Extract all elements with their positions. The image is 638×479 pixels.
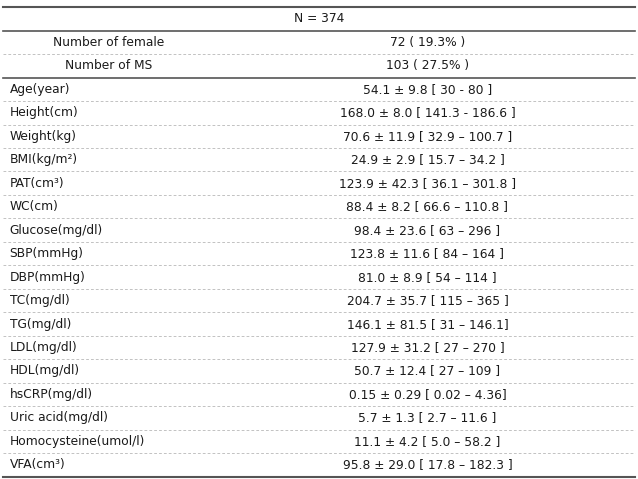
Text: 204.7 ± 35.7 [ 115 – 365 ]: 204.7 ± 35.7 [ 115 – 365 ] — [346, 294, 508, 307]
Text: 11.1 ± 4.2 [ 5.0 – 58.2 ]: 11.1 ± 4.2 [ 5.0 – 58.2 ] — [354, 435, 501, 448]
Text: VFA(cm³): VFA(cm³) — [10, 458, 65, 471]
Text: WC(cm): WC(cm) — [10, 200, 59, 213]
Text: 103 ( 27.5% ): 103 ( 27.5% ) — [386, 59, 469, 72]
Text: 24.9 ± 2.9 [ 15.7 – 34.2 ]: 24.9 ± 2.9 [ 15.7 – 34.2 ] — [350, 153, 505, 166]
Text: 5.7 ± 1.3 [ 2.7 – 11.6 ]: 5.7 ± 1.3 [ 2.7 – 11.6 ] — [359, 411, 496, 424]
Text: Uric acid(mg/dl): Uric acid(mg/dl) — [10, 411, 108, 424]
Text: SBP(mmHg): SBP(mmHg) — [10, 247, 84, 260]
Text: 146.1 ± 81.5 [ 31 – 146.1]: 146.1 ± 81.5 [ 31 – 146.1] — [346, 318, 508, 331]
Text: 98.4 ± 23.6 [ 63 – 296 ]: 98.4 ± 23.6 [ 63 – 296 ] — [354, 224, 501, 237]
Text: hsCRP(mg/dl): hsCRP(mg/dl) — [10, 388, 93, 401]
Text: Homocysteine(umol/l): Homocysteine(umol/l) — [10, 435, 145, 448]
Text: DBP(mmHg): DBP(mmHg) — [10, 271, 85, 284]
Text: 88.4 ± 8.2 [ 66.6 – 110.8 ]: 88.4 ± 8.2 [ 66.6 – 110.8 ] — [346, 200, 508, 213]
Text: 95.8 ± 29.0 [ 17.8 – 182.3 ]: 95.8 ± 29.0 [ 17.8 – 182.3 ] — [343, 458, 512, 471]
Text: TC(mg/dl): TC(mg/dl) — [10, 294, 70, 307]
Text: Number of MS: Number of MS — [65, 59, 152, 72]
Text: 127.9 ± 31.2 [ 27 – 270 ]: 127.9 ± 31.2 [ 27 – 270 ] — [351, 341, 504, 354]
Text: Age(year): Age(year) — [10, 83, 70, 96]
Text: 50.7 ± 12.4 [ 27 – 109 ]: 50.7 ± 12.4 [ 27 – 109 ] — [354, 365, 501, 377]
Text: 81.0 ± 8.9 [ 54 – 114 ]: 81.0 ± 8.9 [ 54 – 114 ] — [358, 271, 497, 284]
Text: 72 ( 19.3% ): 72 ( 19.3% ) — [390, 36, 465, 49]
Text: 0.15 ± 0.29 [ 0.02 – 4.36]: 0.15 ± 0.29 [ 0.02 – 4.36] — [348, 388, 507, 401]
Text: Weight(kg): Weight(kg) — [10, 130, 77, 143]
Text: 123.9 ± 42.3 [ 36.1 – 301.8 ]: 123.9 ± 42.3 [ 36.1 – 301.8 ] — [339, 177, 516, 190]
Text: HDL(mg/dl): HDL(mg/dl) — [10, 365, 80, 377]
Text: Number of female: Number of female — [53, 36, 164, 49]
Text: Height(cm): Height(cm) — [10, 106, 78, 119]
Text: Glucose(mg/dl): Glucose(mg/dl) — [10, 224, 103, 237]
Text: 70.6 ± 11.9 [ 32.9 – 100.7 ]: 70.6 ± 11.9 [ 32.9 – 100.7 ] — [343, 130, 512, 143]
Text: 54.1 ± 9.8 [ 30 - 80 ]: 54.1 ± 9.8 [ 30 - 80 ] — [363, 83, 492, 96]
Text: TG(mg/dl): TG(mg/dl) — [10, 318, 71, 331]
Text: 123.8 ± 11.6 [ 84 – 164 ]: 123.8 ± 11.6 [ 84 – 164 ] — [350, 247, 505, 260]
Text: LDL(mg/dl): LDL(mg/dl) — [10, 341, 77, 354]
Text: BMI(kg/m²): BMI(kg/m²) — [10, 153, 78, 166]
Text: N = 374: N = 374 — [294, 12, 344, 25]
Text: 168.0 ± 8.0 [ 141.3 - 186.6 ]: 168.0 ± 8.0 [ 141.3 - 186.6 ] — [339, 106, 516, 119]
Text: PAT(cm³): PAT(cm³) — [10, 177, 64, 190]
